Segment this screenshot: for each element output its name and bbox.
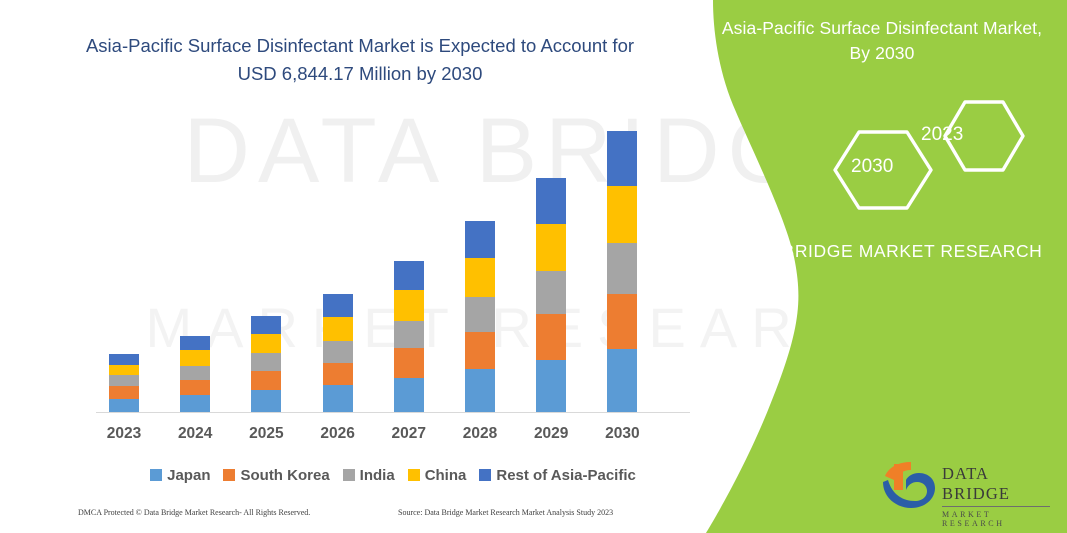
bar-segment-2030-china — [607, 185, 638, 243]
bar-segment-2026-china — [322, 317, 353, 341]
hexagon-2023-label: 2023 — [921, 124, 964, 145]
bar-segment-2023-japan — [109, 398, 139, 413]
bar-segment-2024-rest-of-asia-pacific — [180, 336, 211, 351]
data-bridge-logo: DATA BRIDGE MARKET RESEARCH — [880, 458, 1050, 528]
legend-item-japan[interactable]: Japan — [150, 467, 210, 484]
bar-segment-2023-south-korea — [109, 386, 139, 399]
bar-2026 — [322, 294, 353, 413]
bar-2027 — [393, 261, 424, 413]
bar-segment-2030-india — [607, 242, 638, 295]
x-axis-label-2026: 2026 — [320, 425, 355, 442]
bar-segment-2027-india — [393, 320, 424, 349]
legend-label: South Korea — [240, 466, 330, 484]
bar-segment-2025-china — [251, 334, 282, 354]
legend-item-china[interactable]: China — [407, 466, 467, 484]
legend-item-rest-of-asia-pacific[interactable]: Rest of Asia-Pacific — [479, 467, 636, 484]
bar-segment-2024-china — [180, 350, 211, 366]
legend-swatch-icon — [150, 469, 163, 481]
bar-2029 — [536, 178, 567, 413]
legend-label: Rest of Asia-Pacific — [496, 466, 636, 484]
legend-item-india[interactable]: India — [342, 466, 395, 484]
x-axis-label-2024: 2024 — [177, 425, 213, 442]
bar-segment-2025-south-korea — [251, 371, 282, 391]
bar-segment-2028-south-korea — [465, 332, 495, 370]
legend-swatch-icon — [407, 469, 420, 481]
hexagon-2023-shape — [943, 100, 1025, 172]
bar-segment-2027-japan — [393, 377, 424, 413]
bar-segment-2026-japan — [322, 385, 353, 413]
bar-segment-2029-india — [536, 271, 567, 315]
logo-mark-icon — [883, 462, 935, 508]
bar-segment-2029-rest-of-asia-pacific — [536, 178, 567, 224]
bar-segment-2028-japan — [465, 369, 495, 413]
x-axis-label-2029: 2029 — [533, 425, 569, 442]
bar-segment-2028-china — [465, 258, 495, 298]
bar-segment-2029-south-korea — [536, 314, 567, 360]
bar-segment-2030-rest-of-asia-pacific — [607, 130, 638, 186]
bar-segment-2025-rest-of-asia-pacific — [251, 316, 282, 335]
legend-swatch-icon — [479, 469, 492, 481]
legend-swatch-icon — [342, 469, 355, 481]
footer: DMCA Protected © Data Bridge Market Rese… — [78, 508, 688, 524]
legend-label: Japan — [167, 466, 211, 484]
chart-legend: Japan South Korea India China Rest of Asia-P… — [96, 463, 690, 487]
bar-segment-2024-south-korea — [180, 379, 211, 395]
x-axis-line — [96, 412, 690, 413]
x-axis-label-2023: 2023 — [106, 425, 142, 442]
panel-brand-text: DATA BRIDGE MARKET RESEARCH — [731, 241, 1043, 261]
hexagon-2030-label: 2030 — [851, 156, 894, 177]
footer-copyright: DMCA Protected © Data Bridge Market Rese… — [78, 508, 311, 517]
logo-subtitle: MARKET RESEARCH — [942, 510, 1005, 528]
bar-segment-2025-japan — [251, 390, 282, 413]
bar-segment-2028-rest-of-asia-pacific — [465, 221, 495, 259]
bar-segment-2024-japan — [180, 394, 211, 413]
bar-segment-2030-japan — [607, 349, 638, 413]
green-panel-content: Asia-Pacific Surface Disinfectant Market… — [707, 0, 1067, 533]
bar-2023 — [109, 354, 139, 413]
bar-segment-2026-india — [322, 340, 353, 363]
x-axis-label-2028: 2028 — [462, 425, 498, 442]
bar-segment-2023-india — [109, 375, 139, 387]
bar-segment-2023-rest-of-asia-pacific — [109, 354, 139, 365]
bar-2030 — [607, 130, 638, 413]
x-axis-label-2030: 2030 — [605, 425, 640, 442]
hexagon-shapes — [833, 100, 1025, 210]
bar-segment-2026-south-korea — [322, 362, 353, 386]
bar-2028 — [465, 221, 495, 413]
hexagon-2030-shape — [833, 130, 933, 210]
bar-segment-2027-china — [393, 290, 424, 321]
bar-segment-2023-china — [109, 364, 139, 376]
bar-segment-2027-rest-of-asia-pacific — [393, 261, 424, 291]
bar-segment-2027-south-korea — [393, 348, 424, 378]
bar-segment-2028-india — [465, 297, 495, 333]
x-axis-label-2027: 2027 — [391, 425, 427, 442]
bar-segment-2030-south-korea — [607, 294, 638, 350]
chart-plot-area — [96, 120, 686, 413]
x-axis-labels: 2023 2024 2025 2026 2027 2028 2029 2030 — [96, 425, 690, 449]
bar-segment-2029-china — [536, 223, 567, 272]
bar-2025 — [251, 316, 282, 413]
bar-segment-2024-india — [180, 365, 211, 380]
legend-swatch-icon — [223, 469, 236, 481]
legend-label: China — [424, 466, 467, 484]
footer-source: Source: Data Bridge Market Research Mark… — [398, 508, 614, 517]
legend-label: India — [359, 466, 395, 484]
logo-text-block: DATA BRIDGE MARKET RESEARCH — [942, 464, 1050, 528]
x-axis-label-2025: 2025 — [249, 425, 284, 442]
bar-segment-2025-india — [251, 353, 282, 372]
bar-2024 — [180, 336, 211, 413]
hexagon-group: 2030 2023 — [817, 98, 1067, 213]
chart-title: Asia-Pacific Surface Disinfectant Market… — [85, 35, 635, 84]
panel-title: Asia-Pacific Surface Disinfectant Market… — [721, 18, 1043, 64]
bar-segment-2026-rest-of-asia-pacific — [322, 294, 353, 318]
bar-segment-2029-japan — [536, 359, 567, 413]
legend-item-south-korea[interactable]: South Korea — [223, 466, 330, 484]
logo-title: DATA BRIDGE — [942, 464, 1050, 507]
